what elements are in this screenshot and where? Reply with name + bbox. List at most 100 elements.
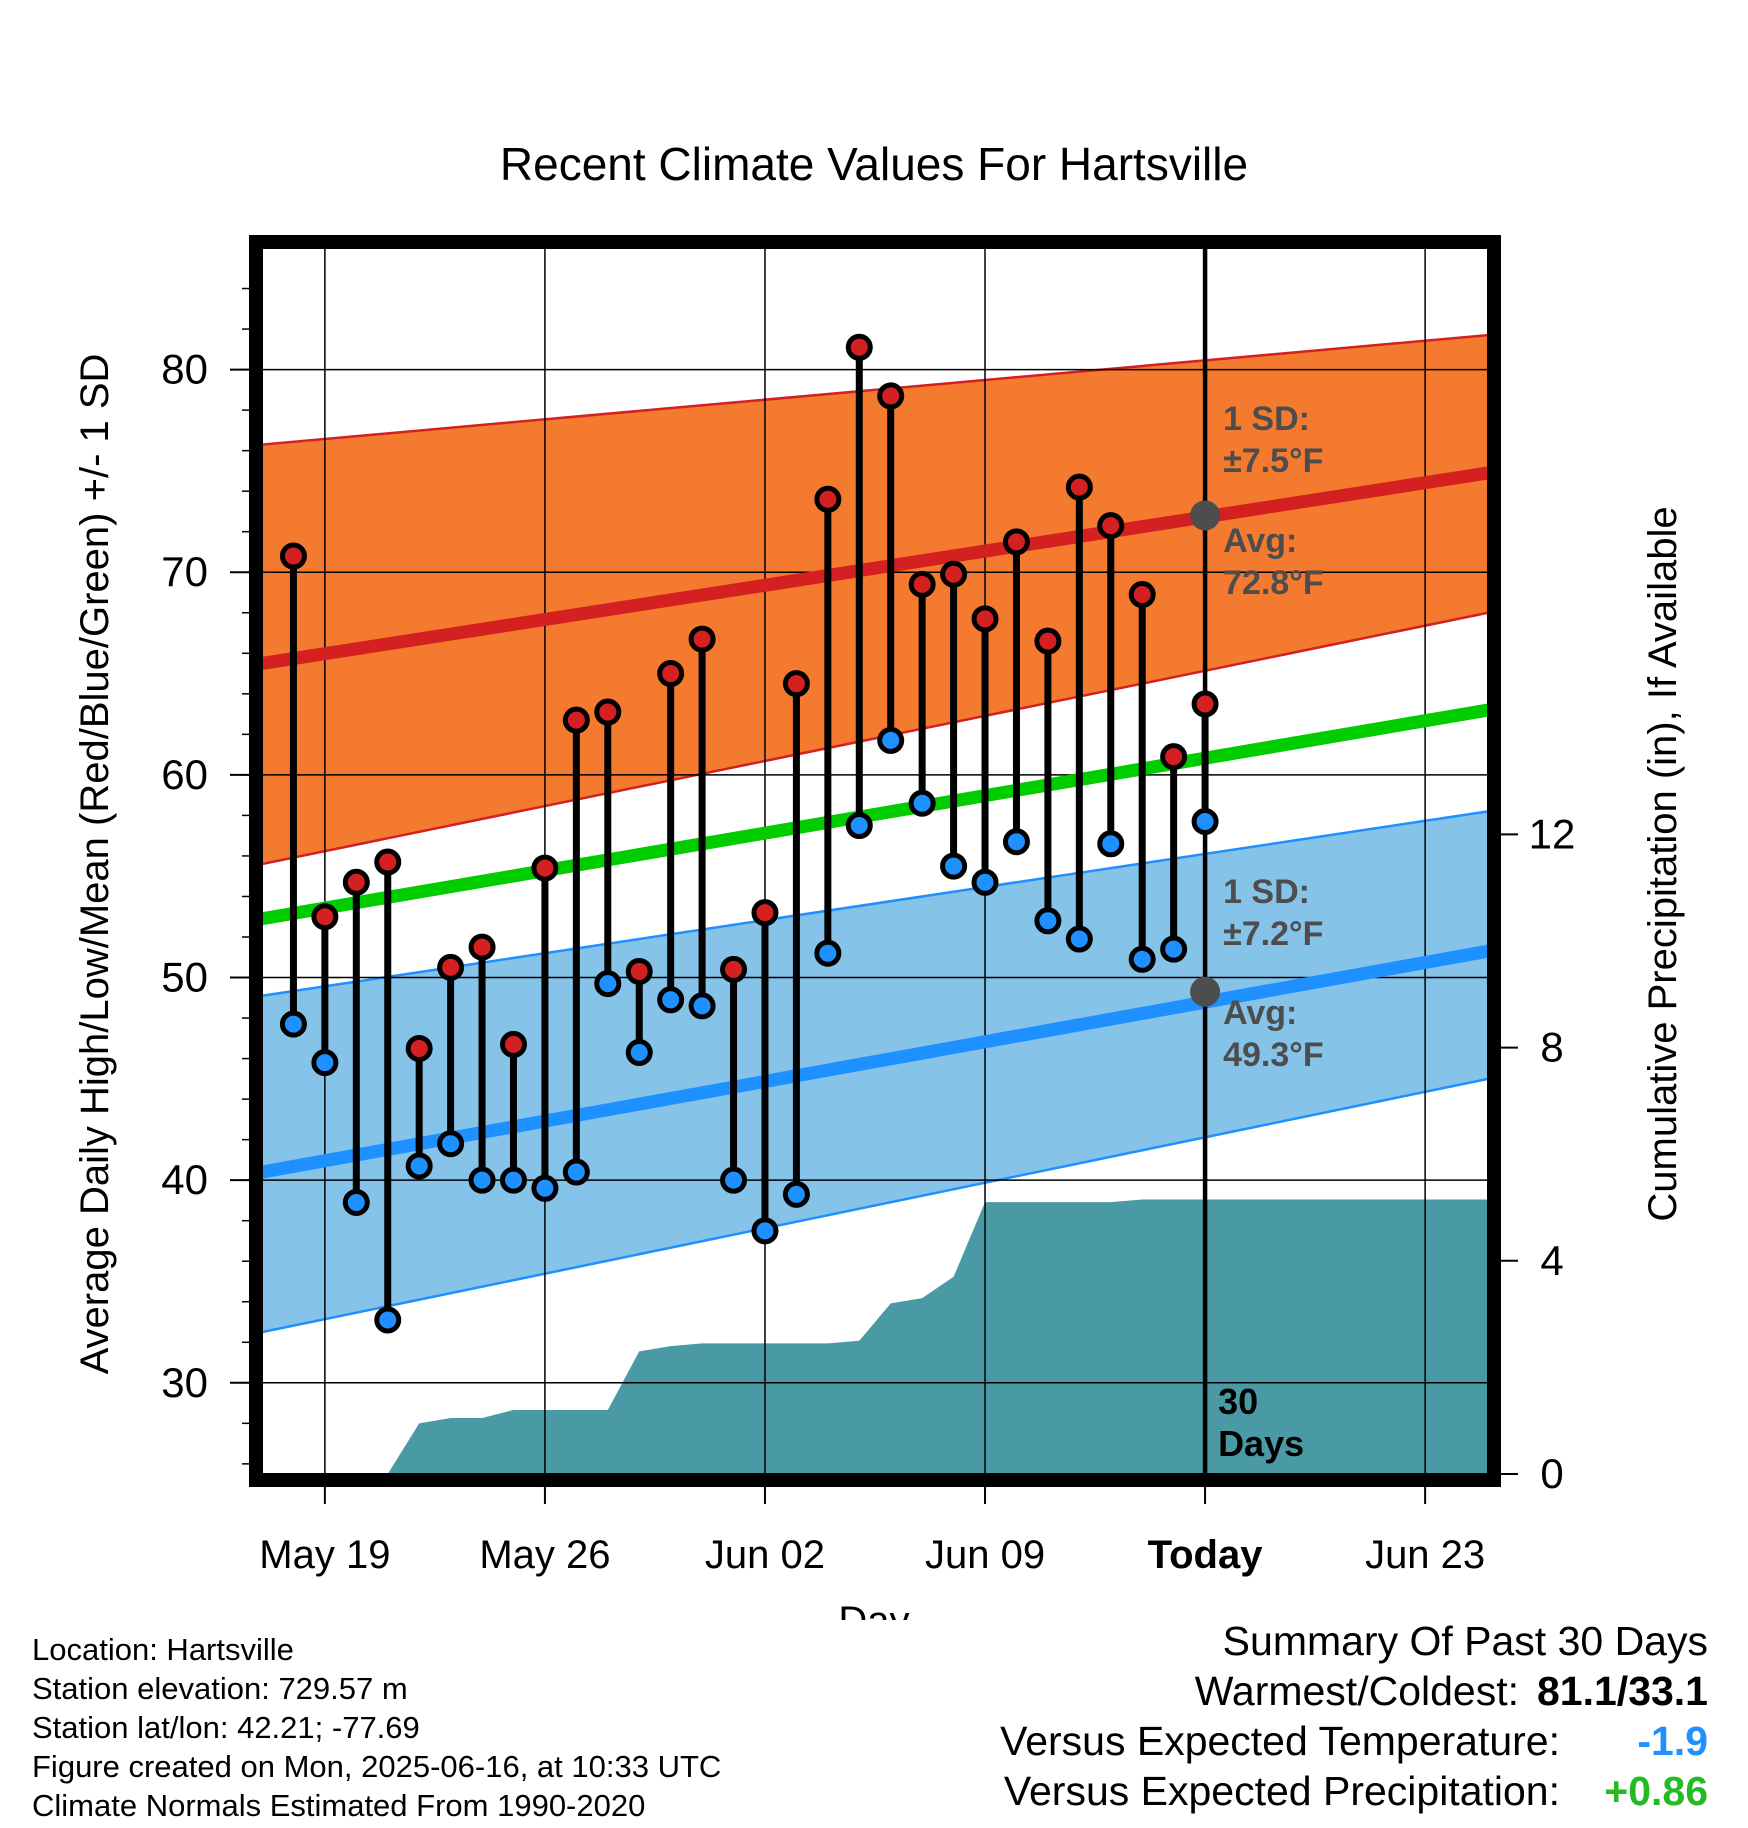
daily-low-point bbox=[342, 1188, 370, 1216]
daily-low-point bbox=[405, 1152, 433, 1180]
daily-high-point bbox=[688, 625, 716, 653]
daily-low-point bbox=[1160, 935, 1188, 963]
daily-high-point bbox=[657, 660, 685, 688]
daily-high-point bbox=[279, 542, 307, 570]
high-sd-value: ±7.5°F bbox=[1223, 442, 1323, 480]
plot-frame bbox=[249, 235, 1501, 1487]
climate-chart: Recent Climate Values For Hartsville 1 S… bbox=[73, 138, 1685, 1620]
precipitation-area bbox=[324, 1199, 1488, 1474]
daily-low-point bbox=[468, 1166, 496, 1194]
daily-low-point bbox=[1128, 945, 1156, 973]
plot-area: 1 SD: ±7.5°F Avg: 72.8°F 1 SD: ±7.2°F Avg: 49.3… bbox=[161, 235, 1576, 1577]
latlon-text: Station lat/lon: 42.21; -77.69 bbox=[32, 1710, 420, 1745]
daily-low-point bbox=[1002, 828, 1030, 856]
daily-high-point bbox=[562, 706, 590, 734]
elevation-text: Station elevation: 729.57 m bbox=[32, 1671, 408, 1706]
daily-low-point bbox=[311, 1049, 339, 1077]
y-tick-label: 80 bbox=[161, 346, 208, 393]
y-tick-label: 30 bbox=[161, 1359, 208, 1406]
daily-low-point bbox=[845, 812, 873, 840]
daily-low-point bbox=[657, 986, 685, 1014]
days-label-line2: Days bbox=[1218, 1423, 1304, 1464]
x-tick-label: Jun 02 bbox=[705, 1533, 825, 1577]
y-tick-label: 50 bbox=[161, 954, 208, 1001]
y2-tick-label: 4 bbox=[1540, 1237, 1563, 1284]
daily-high-point bbox=[468, 933, 496, 961]
daily-high-point bbox=[1191, 690, 1219, 718]
daily-high-point bbox=[1065, 473, 1093, 501]
summary-precipitation: Versus Expected Precipitation: +0.86 bbox=[1000, 1766, 1708, 1816]
daily-high-point bbox=[720, 955, 748, 983]
daily-low-point bbox=[625, 1038, 653, 1066]
mean-average-line bbox=[260, 703, 1490, 926]
temperature-value: -1.9 bbox=[1637, 1718, 1708, 1764]
daily-high-point bbox=[1034, 627, 1062, 655]
daily-high-point bbox=[374, 848, 402, 876]
warmest-coldest-label: Warmest/Coldest: bbox=[1194, 1668, 1519, 1714]
high-lower-line bbox=[261, 611, 1489, 866]
daily-high-point bbox=[877, 382, 905, 410]
x-axis: May 19 May 26 Jun 02 Jun 09 Today Jun 23 bbox=[259, 1486, 1485, 1577]
daily-low-point bbox=[877, 726, 905, 754]
low-avg-value: 49.3°F bbox=[1223, 1036, 1324, 1074]
y2-tick-label: 0 bbox=[1540, 1450, 1563, 1497]
daily-low-point bbox=[437, 1130, 465, 1158]
daily-high-point bbox=[594, 698, 622, 726]
low-average-line bbox=[260, 944, 1490, 1179]
x-tick-label: Jun 09 bbox=[925, 1533, 1045, 1577]
daily-high-point bbox=[1128, 581, 1156, 609]
y-tick-label: 70 bbox=[161, 548, 208, 595]
daily-low-point bbox=[562, 1158, 590, 1186]
location-text: Location: Hartsville bbox=[32, 1632, 294, 1667]
y2-tick-label: 8 bbox=[1540, 1024, 1563, 1071]
daily-low-point bbox=[751, 1217, 779, 1245]
daily-high-point bbox=[845, 333, 873, 361]
station-info: Location: Hartsville Station elevation: … bbox=[32, 1630, 721, 1825]
low-upper-line bbox=[261, 810, 1489, 997]
daily-low-point bbox=[1034, 907, 1062, 935]
high-average-line bbox=[261, 466, 1489, 670]
warmest-coldest-value: 81.1/33.1 bbox=[1537, 1668, 1708, 1714]
daily-low-point bbox=[1065, 925, 1093, 953]
y2-tick-label: 12 bbox=[1529, 810, 1576, 857]
daily-high-point bbox=[311, 903, 339, 931]
x-tick-label: May 19 bbox=[259, 1533, 390, 1577]
days-label-line1: 30 bbox=[1218, 1381, 1258, 1422]
summary-panel: Summary Of Past 30 Days Warmest/Coldest:… bbox=[1000, 1616, 1708, 1816]
daily-high-point bbox=[405, 1034, 433, 1062]
y-axis: 30 40 50 60 70 80 bbox=[161, 287, 250, 1465]
daily-low-point bbox=[594, 970, 622, 998]
high-sd-band bbox=[262, 335, 1488, 865]
daily-low-point bbox=[720, 1166, 748, 1194]
daily-high-point bbox=[1002, 528, 1030, 556]
summary-heading: Summary Of Past 30 Days bbox=[1222, 1618, 1708, 1664]
x-tick-label: Today bbox=[1148, 1533, 1264, 1577]
daily-low-point bbox=[908, 789, 936, 817]
daily-high-point bbox=[437, 953, 465, 981]
created-text: Figure created on Mon, 2025-06-16, at 10… bbox=[32, 1749, 722, 1784]
normals-text: Climate Normals Estimated From 1990-2020 bbox=[32, 1788, 646, 1823]
daily-low-point bbox=[940, 852, 968, 880]
daily-low-point bbox=[814, 939, 842, 967]
daily-high-point bbox=[751, 899, 779, 927]
high-sd-title: 1 SD: bbox=[1223, 400, 1310, 438]
low-sd-value: ±7.2°F bbox=[1223, 915, 1323, 953]
x-tick-label: May 26 bbox=[479, 1533, 610, 1577]
daily-low-point bbox=[531, 1174, 559, 1202]
precipitation-label: Versus Expected Precipitation: bbox=[1003, 1768, 1560, 1814]
daily-low-point bbox=[279, 1010, 307, 1038]
daily-high-point bbox=[908, 570, 936, 598]
daily-low-point bbox=[971, 868, 999, 896]
precipitation-value: +0.86 bbox=[1604, 1768, 1708, 1814]
daily-high-point bbox=[782, 670, 810, 698]
x-tick-label: Jun 23 bbox=[1365, 1533, 1485, 1577]
x-axis-label: Day bbox=[838, 1599, 909, 1620]
low-average-today-marker bbox=[1190, 976, 1221, 1007]
observations bbox=[279, 333, 1219, 1334]
daily-high-point bbox=[342, 868, 370, 896]
y-tick-label: 60 bbox=[161, 751, 208, 798]
high-avg-value: 72.8°F bbox=[1223, 564, 1324, 602]
daily-low-point bbox=[688, 992, 716, 1020]
daily-high-point bbox=[814, 485, 842, 513]
daily-low-point bbox=[1097, 830, 1125, 858]
